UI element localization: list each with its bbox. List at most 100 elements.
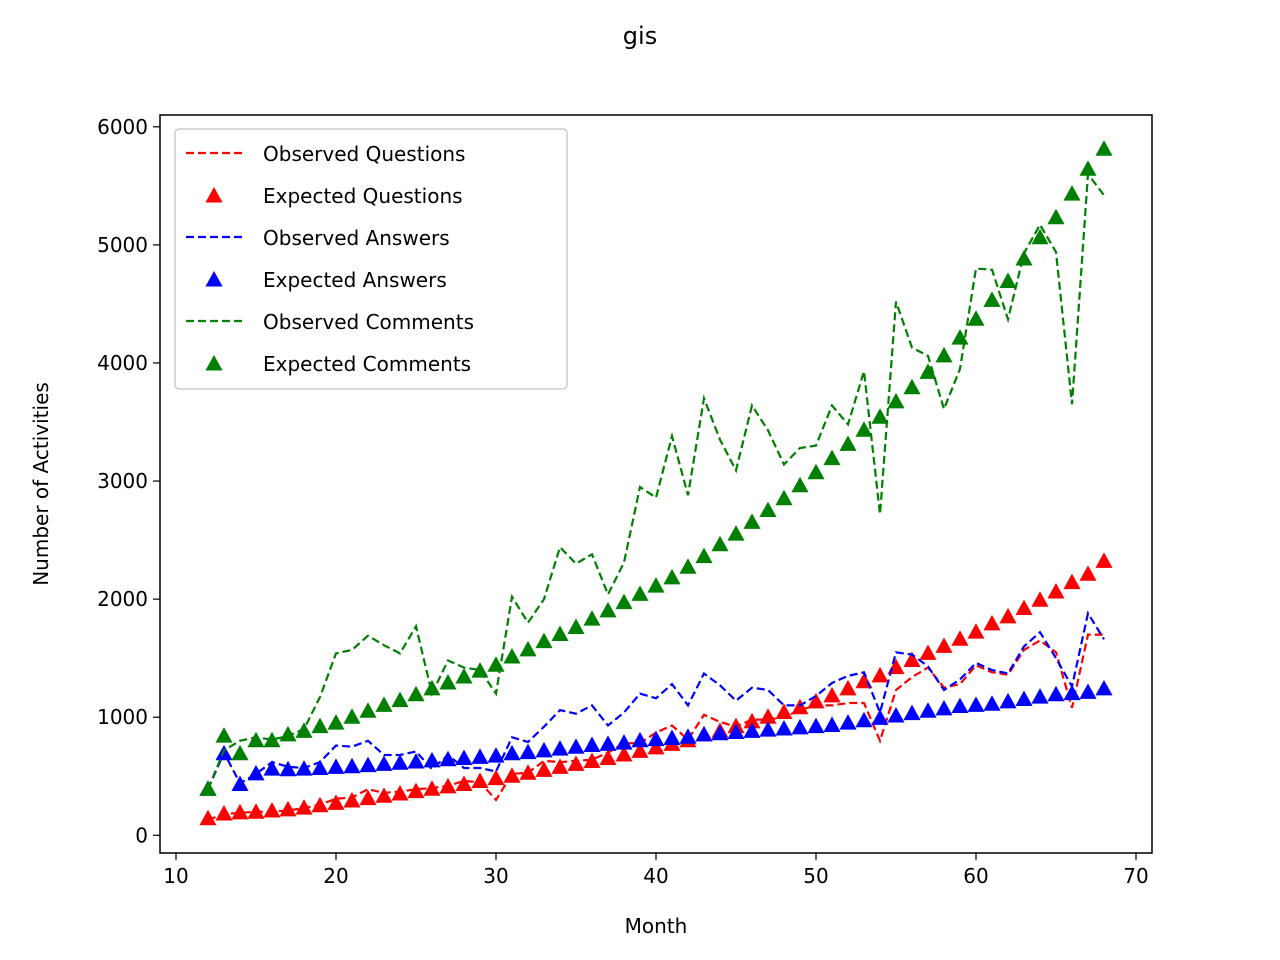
data-point (839, 714, 857, 730)
data-point (807, 717, 825, 734)
legend-entry-expected-answers: Expected Answers (205, 268, 447, 292)
data-point (855, 711, 873, 728)
y-tick-label: 1000 (97, 705, 148, 729)
data-point (567, 618, 585, 634)
data-point (455, 668, 473, 684)
x-tick-label: 40 (643, 864, 668, 888)
data-point (343, 708, 361, 724)
x-tick-label: 20 (323, 864, 348, 888)
data-point (647, 730, 665, 747)
data-point (583, 610, 601, 626)
data-point (471, 748, 489, 764)
data-point (967, 623, 985, 639)
data-point (631, 731, 649, 748)
data-point (199, 809, 217, 826)
data-point (503, 744, 521, 761)
data-point (1047, 685, 1065, 702)
y-axis: 0 1000 2000 3000 4000 5000 6000 (97, 115, 160, 847)
data-point (743, 722, 761, 738)
x-tick-label: 70 (1123, 864, 1148, 888)
data-point (1063, 185, 1081, 201)
data-point (1063, 684, 1081, 701)
data-point (359, 702, 377, 718)
data-point (823, 686, 841, 703)
data-point (935, 637, 953, 653)
data-point (679, 728, 697, 744)
data-point (727, 723, 745, 740)
legend-box (174, 128, 568, 390)
data-point (231, 775, 249, 791)
y-tick-label: 2000 (97, 587, 148, 611)
data-point (535, 761, 553, 777)
data-point (295, 760, 313, 776)
data-point (951, 329, 969, 345)
series-line (206, 610, 1105, 790)
series-observed-comments (206, 170, 1105, 790)
legend-label: Expected Answers (263, 268, 447, 292)
legend-label: Observed Comments (263, 310, 474, 334)
legend-entry-observed-comments: Observed Comments (186, 310, 474, 334)
data-point (743, 513, 761, 529)
x-tick-label: 10 (163, 864, 188, 888)
data-point (791, 698, 809, 715)
data-point (231, 744, 249, 761)
legend-entry-expected-comments: Expected Comments (205, 352, 471, 376)
data-point (695, 725, 713, 742)
data-point (1047, 583, 1065, 599)
data-point (775, 489, 793, 506)
data-point (1079, 565, 1097, 581)
data-point (951, 630, 969, 646)
data-point (279, 800, 297, 817)
data-point (759, 501, 777, 518)
data-point (311, 796, 329, 813)
data-point (631, 742, 649, 758)
data-point (599, 749, 617, 766)
data-point (807, 463, 825, 480)
data-point (423, 780, 441, 796)
data-point (471, 772, 489, 789)
data-point (983, 291, 1001, 307)
data-point (519, 743, 537, 760)
data-point (279, 760, 297, 777)
legend-entry-observed-questions: Observed Questions (186, 142, 465, 166)
data-point (743, 712, 761, 729)
data-point (487, 656, 505, 672)
series-expected-comments (199, 140, 1113, 796)
series-observed-answers (206, 610, 1105, 790)
series-line (206, 170, 1105, 790)
data-point (215, 805, 233, 821)
data-point (999, 272, 1017, 288)
data-point (343, 792, 361, 808)
data-point (791, 718, 809, 735)
data-point (455, 775, 473, 791)
data-point (663, 729, 681, 745)
data-point (519, 640, 537, 657)
data-point (935, 699, 953, 716)
data-point (359, 789, 377, 806)
data-point (263, 802, 281, 818)
data-point (1063, 573, 1081, 590)
legend-label: Expected Questions (263, 184, 463, 208)
data-point (263, 760, 281, 776)
data-point (1095, 679, 1113, 696)
legend-entry-expected-questions: Expected Questions (205, 184, 463, 208)
data-point (279, 725, 297, 742)
data-point (375, 787, 393, 803)
data-point (823, 449, 841, 466)
data-point (1095, 140, 1113, 156)
data-point (407, 685, 425, 702)
data-point (407, 753, 425, 769)
data-point (919, 702, 937, 718)
y-axis-label: Number of Activities (29, 382, 53, 586)
data-point (983, 695, 1001, 711)
data-point (663, 568, 681, 585)
series-expected-questions (199, 552, 1113, 826)
data-point (327, 758, 345, 774)
data-point (935, 346, 953, 363)
data-point (471, 662, 489, 678)
data-point (343, 757, 361, 774)
data-point (999, 607, 1017, 624)
data-point (359, 756, 377, 773)
legend-label: Expected Comments (263, 352, 471, 376)
